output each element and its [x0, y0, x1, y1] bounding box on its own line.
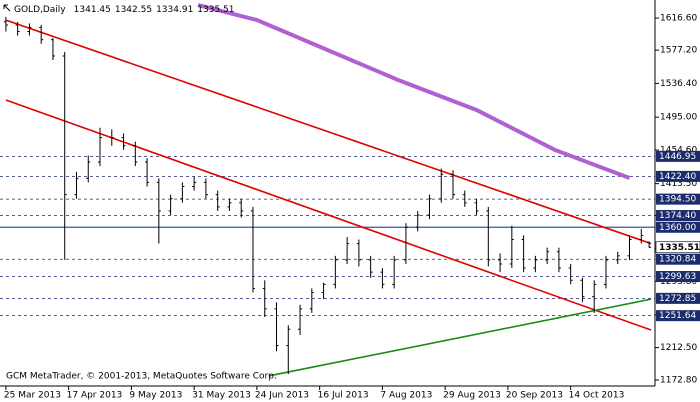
header-high: 1342.55	[115, 5, 152, 15]
trendline	[268, 298, 652, 377]
x-tick-label: 7 Aug 2013	[380, 391, 432, 401]
x-tick-label: 14 Oct 2013	[569, 391, 625, 401]
price-label: 1335.51	[659, 243, 700, 253]
header-open: 1341.45	[74, 5, 111, 15]
y-tick-label: 1577.20	[660, 46, 697, 56]
level-label-box	[656, 210, 700, 222]
level-label: 1422.40	[659, 172, 696, 182]
header-close: 1335.51	[197, 5, 234, 15]
level-label: 1320.84	[659, 255, 696, 265]
x-tick-label: 17 Apr 2013	[67, 391, 123, 401]
level-label-box	[656, 150, 700, 162]
level-label: 1299.63	[659, 272, 696, 282]
y-tick-label: 1413.50	[660, 179, 697, 189]
trendline	[5, 99, 652, 331]
header-low: 1334.91	[156, 5, 193, 15]
plot-area	[0, 3, 655, 377]
level-label-box	[656, 310, 700, 322]
x-tick-label: 16 Jul 2013	[318, 391, 369, 401]
symbol: GOLD,Daily	[14, 5, 66, 15]
axes: 1616.60 1577.20 1536.40 1495.00 1454.60 1413.…	[3, 4, 700, 401]
y-tick-label: 1172.80	[660, 375, 697, 385]
price-label-box	[655, 241, 700, 254]
trendline	[5, 19, 652, 245]
x-tick-label: 25 Mar 2013	[4, 391, 61, 401]
y-tick-label: 1616.60	[660, 13, 697, 23]
y-tick-label: 1212.50	[660, 343, 697, 353]
level-label: 1394.50	[659, 195, 696, 205]
x-tick-label: 20 Sep 2013	[506, 391, 563, 401]
y-tick-label: 1536.40	[660, 79, 697, 89]
level-label: 1272.85	[659, 294, 696, 304]
level-label: 1446.95	[659, 152, 696, 162]
footer: GCM MetaTrader, © 2001-2013, MetaQuotes …	[6, 372, 277, 382]
header-icon	[3, 4, 11, 12]
y-tick-label: 1495.00	[660, 113, 697, 123]
level-label-box	[656, 271, 700, 283]
y-tick-label: 1454.60	[660, 146, 697, 156]
x-tick-label: 31 May 2013	[192, 391, 251, 401]
hline-label-box	[656, 221, 700, 233]
level-label: 1374.40	[659, 211, 696, 221]
x-tick-label: 9 May 2013	[129, 391, 182, 401]
level-label-box	[656, 193, 700, 205]
chart-header: GOLD,Daily 1341.45 1342.55 1334.91 1335.51	[14, 5, 235, 15]
x-tick-label: 24 Jun 2013	[255, 391, 309, 401]
level-label-box	[656, 253, 700, 265]
level-label-box	[656, 170, 700, 182]
level-label-box	[656, 292, 700, 304]
x-tick-label: 29 Aug 2013	[443, 391, 501, 401]
hline-label: 1360.00	[659, 223, 696, 233]
moving-average	[197, 3, 631, 180]
level-label: 1251.64	[659, 311, 696, 321]
